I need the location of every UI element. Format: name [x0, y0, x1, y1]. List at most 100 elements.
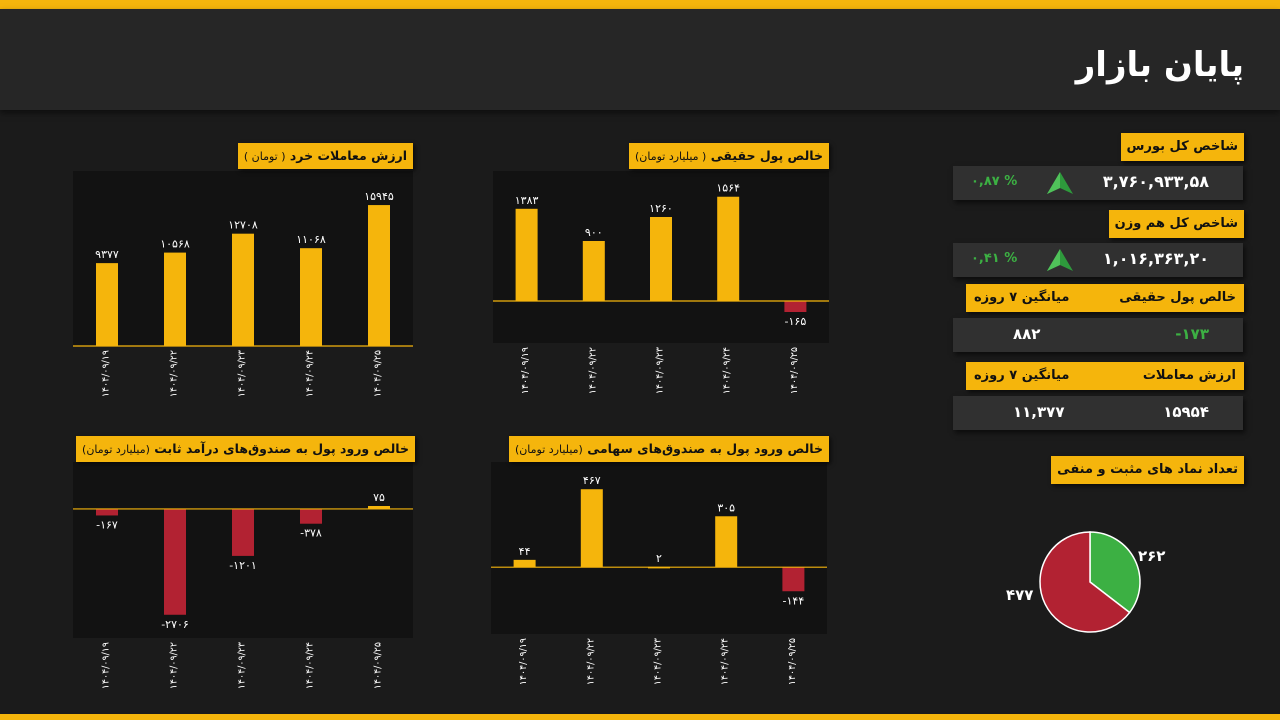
- chart-title-unit: ( تومان ): [243, 150, 286, 163]
- page-title: پایان بازار: [1075, 45, 1244, 85]
- real-money-header: خالص پول حقیقی میانگین ۷ روزه: [966, 284, 1244, 312]
- chart-title-text: خالص پول حقیقی: [710, 148, 823, 163]
- bar-2: [650, 217, 672, 301]
- x-tick-label: ۱۴۰۴/۰۹/۱۹: [520, 347, 531, 394]
- bar-3: [300, 248, 322, 346]
- bar-2: [232, 233, 254, 346]
- real-money-avg-value: ۸۸۲: [1013, 325, 1041, 343]
- top-accent-stripe: [0, 0, 1280, 9]
- data-label: ۳۰۵: [717, 501, 735, 514]
- data-label: -۱۴۴: [783, 594, 805, 607]
- chart-title-fixedincome: خالص ورود پول به صندوق‌های درآمد ثابت (م…: [76, 436, 415, 462]
- bar-4: [368, 506, 390, 509]
- x-tick-label: ۱۴۰۴/۰۹/۲۴: [722, 347, 733, 394]
- bottom-accent-stripe: [0, 714, 1280, 720]
- x-tick-label: ۱۴۰۴/۰۹/۲۴: [305, 642, 316, 689]
- data-label: ۱۵۶۴: [716, 182, 740, 195]
- chart-title-unit: (میلیارد تومان): [82, 443, 150, 456]
- bar-3: [715, 516, 738, 568]
- x-tick-label: ۱۴۰۴/۰۹/۱۹: [518, 638, 529, 685]
- data-label: -۳۷۸: [300, 527, 322, 540]
- data-label: ۱۳۸۳: [515, 194, 539, 207]
- real-money-row: -۱۷۳ ۸۸۲: [953, 318, 1243, 352]
- x-tick-label: ۱۴۰۴/۰۹/۲۴: [305, 350, 316, 397]
- x-tick-label: ۱۴۰۴/۰۹/۲۲: [169, 350, 180, 397]
- bar-3: [300, 508, 322, 524]
- equal-weight-index-change: % ۰,۴۱: [971, 251, 1018, 266]
- real-money-avg-label: میانگین ۷ روزه: [974, 290, 1070, 305]
- x-tick-label: ۱۴۰۴/۰۹/۲۵: [789, 347, 800, 394]
- data-label: ۱۵۹۴۵: [364, 190, 394, 203]
- chart-retail: ۹۳۷۷ ۱۴۰۴/۰۹/۱۹ ۱۰۵۶۸ ۱۴۰۴/۰۹/۲۲ ۱۲۷۰۸ ۱۴۰۴/۰…: [73, 190, 413, 397]
- data-label: -۱۶۷: [96, 518, 118, 531]
- bourse-index-row: ۳,۷۶۰,۹۳۳,۵۸ % ۰,۸۷: [953, 166, 1243, 200]
- trade-value-avg-value: ۱۱,۳۷۷: [1013, 403, 1065, 421]
- x-tick-label: ۱۴۰۴/۰۹/۲۵: [373, 642, 384, 689]
- data-label: ۱۲۶۰: [649, 202, 673, 215]
- bar-0: [96, 263, 118, 346]
- data-label: ۱۰۵۶۸: [160, 238, 190, 251]
- bar-2: [232, 508, 254, 556]
- data-label: ۷۵: [373, 491, 385, 504]
- chart-panel-equityfunds: [491, 462, 827, 634]
- x-tick-label: ۱۴۰۴/۰۹/۲۲: [585, 638, 596, 685]
- chart-title-realmoney: خالص پول حقیقی ( میلیارد تومان): [628, 143, 829, 169]
- trade-value-value: ۱۵۹۵۴: [1163, 403, 1209, 421]
- bourse-index-label: شاخص کل بورس: [1120, 133, 1244, 161]
- real-money-value: -۱۷۳: [1175, 325, 1209, 343]
- data-label: -۱۶۵: [785, 315, 807, 328]
- bar-4: [782, 567, 805, 592]
- equal-weight-index-label: شاخص کل هم وزن: [1108, 210, 1244, 238]
- data-label: ۲: [656, 552, 662, 565]
- trade-value-avg-label: میانگین ۷ روزه: [974, 368, 1070, 383]
- chart-title-text: ارزش معاملات خرد: [289, 148, 407, 163]
- bar-1: [582, 241, 605, 301]
- chart-equityfunds: ۴۴ ۱۴۰۴/۰۹/۱۹ ۴۶۷ ۱۴۰۴/۰۹/۲۲ ۲ ۱۴۰۴/۰۹/۲۳ ۳۰۵ ۱…: [491, 474, 827, 685]
- bourse-index-change: % ۰,۸۷: [971, 174, 1018, 189]
- chart-fixedincome: -۱۶۷ ۱۴۰۴/۰۹/۱۹ -۲۷۰۶ ۱۴۰۴/۰۹/۲۲ -۱۲۰۱ ۱۴۰۴/۰…: [73, 491, 413, 689]
- up-arrow-icon: [1047, 249, 1073, 271]
- equal-weight-index-value: ۱,۰۱۶,۳۶۳,۲۰: [1102, 249, 1209, 268]
- real-money-label: خالص پول حقیقی: [1119, 290, 1236, 305]
- equal-weight-index-row: ۱,۰۱۶,۳۶۳,۲۰ % ۰,۴۱: [953, 243, 1243, 277]
- data-label: ۱۱۰۶۸: [296, 233, 326, 246]
- x-tick-label: ۱۴۰۴/۰۹/۲۳: [237, 350, 248, 397]
- bar-4: [368, 205, 390, 346]
- x-tick-label: ۱۴۰۴/۰۹/۱۹: [101, 350, 112, 397]
- x-tick-label: ۱۴۰۴/۰۹/۲۳: [655, 347, 666, 394]
- chart-realmoney: ۱۳۸۳ ۱۴۰۴/۰۹/۱۹ ۹۰۰ ۱۴۰۴/۰۹/۲۲ ۱۲۶۰ ۱۴۰۴/۰۹/۲…: [493, 182, 829, 394]
- data-label: ۹۰۰: [585, 226, 603, 239]
- pie-positive-label: ۲۶۲: [1138, 547, 1166, 565]
- bar-0: [515, 208, 538, 301]
- chart-title-retail: ارزش معاملات خرد ( تومان ): [237, 143, 413, 169]
- chart-title-text: خالص ورود پول به صندوق‌های سهامی: [587, 441, 823, 456]
- x-tick-label: ۱۴۰۴/۰۹/۱۹: [101, 642, 112, 689]
- symbols-label: تعداد نماد های مثبت و منفی: [1051, 456, 1244, 484]
- bar-1: [580, 489, 603, 568]
- trade-value-header: ارزش معاملات میانگین ۷ روزه: [966, 362, 1244, 390]
- data-label: ۹۳۷۷: [95, 248, 119, 261]
- bar-4: [784, 301, 807, 312]
- data-label: ۴۴: [519, 545, 531, 558]
- x-tick-label: ۱۴۰۴/۰۹/۲۳: [653, 638, 664, 685]
- bar-1: [164, 508, 186, 615]
- trade-value-label: ارزش معاملات: [1142, 368, 1236, 383]
- x-tick-label: ۱۴۰۴/۰۹/۲۲: [587, 347, 598, 394]
- data-label: ۱۲۷۰۸: [228, 219, 258, 232]
- up-arrow-icon: [1047, 172, 1073, 194]
- x-tick-label: ۱۴۰۴/۰۹/۲۵: [373, 350, 384, 397]
- x-tick-label: ۱۴۰۴/۰۹/۲۳: [237, 642, 248, 689]
- pie-slice-positive: [1089, 531, 1141, 614]
- header-bar: پایان بازار: [0, 9, 1280, 110]
- x-tick-label: ۱۴۰۴/۰۹/۲۲: [169, 642, 180, 689]
- data-label: -۱۲۰۱: [229, 559, 257, 572]
- x-tick-label: ۱۴۰۴/۰۹/۲۵: [787, 638, 798, 685]
- chart-title-unit: ( میلیارد تومان): [634, 150, 707, 163]
- pie-negative-label: ۴۷۷: [1006, 586, 1034, 604]
- bourse-index-value: ۳,۷۶۰,۹۳۳,۵۸: [1102, 172, 1209, 191]
- chart-title-text: خالص ورود پول به صندوق‌های درآمد ثابت: [154, 441, 409, 456]
- data-label: ۴۶۷: [583, 474, 601, 487]
- bar-1: [164, 252, 186, 346]
- trade-value-row: ۱۵۹۵۴ ۱۱,۳۷۷: [953, 396, 1243, 430]
- x-tick-label: ۱۴۰۴/۰۹/۲۴: [720, 638, 731, 685]
